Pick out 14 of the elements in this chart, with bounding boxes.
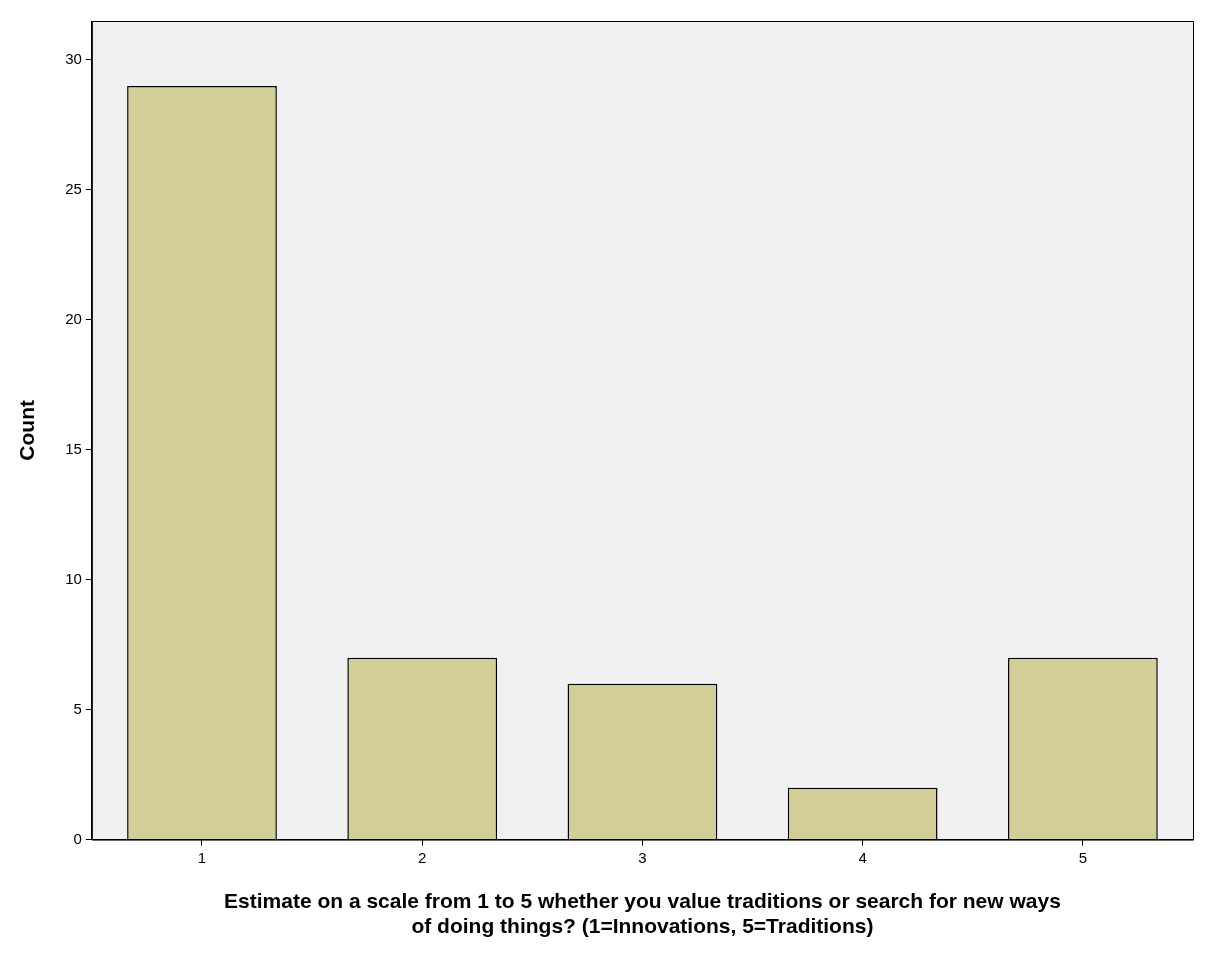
y-tick-label: 15 bbox=[65, 439, 82, 457]
y-axis-title: Count bbox=[15, 399, 39, 461]
x-tick-label: 5 bbox=[1078, 848, 1088, 866]
x-tick-label: 2 bbox=[418, 848, 427, 866]
y-tick-label: 30 bbox=[65, 50, 82, 68]
y-tick-label: 0 bbox=[73, 829, 82, 847]
x-axis-title: Estimate on a scale from 1 to 5 whether you value traditions or search for new ways of doing things? (1=Innovations, 5=Traditions) bbox=[224, 889, 1061, 938]
y-tick-label: 5 bbox=[73, 699, 82, 717]
y-tick-label: 20 bbox=[65, 309, 82, 327]
x-tick-label: 3 bbox=[638, 848, 647, 866]
x-tick-label: 4 bbox=[858, 848, 867, 866]
y-tick-label: 25 bbox=[65, 180, 82, 198]
x-tick-label: 1 bbox=[197, 848, 207, 866]
y-tick-label: 10 bbox=[65, 569, 82, 587]
